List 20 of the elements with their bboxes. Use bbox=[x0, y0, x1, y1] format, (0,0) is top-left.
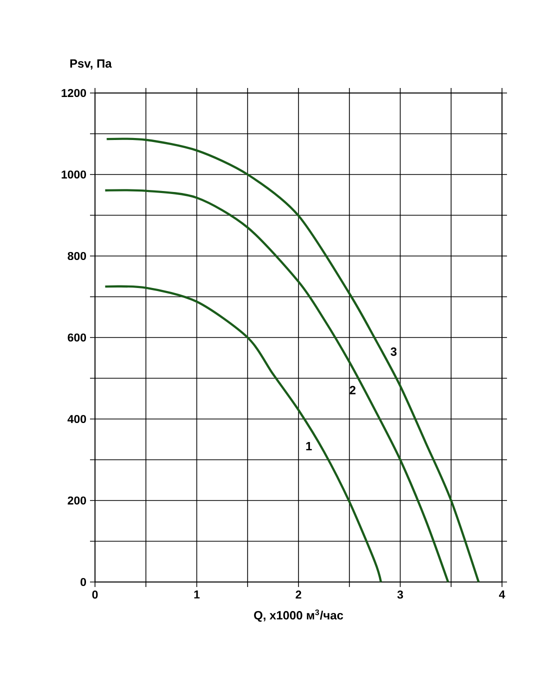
x-tick-label: 2 bbox=[296, 590, 302, 599]
x-axis-title: Q, x1000 м$^{3}$/час bbox=[254, 609, 344, 622]
x-tick-label: 3 bbox=[397, 590, 404, 599]
y-tick-label: 600 bbox=[68, 333, 86, 342]
line-series bbox=[104, 285, 382, 584]
series-label: 1 bbox=[306, 442, 312, 450]
y-tick-label: 800 bbox=[68, 252, 86, 260]
y-tick-label: 1200 bbox=[62, 88, 86, 98]
x-tick-label: 0 bbox=[92, 590, 98, 599]
x-tick-label: 1 bbox=[194, 590, 200, 598]
x-tick-label: 4 bbox=[498, 590, 506, 598]
line-series bbox=[106, 138, 480, 584]
y-tick-label: 1000 bbox=[62, 170, 86, 179]
y-tick-label: 0 bbox=[80, 578, 86, 586]
line-series bbox=[104, 189, 450, 584]
series-label: 2 bbox=[350, 386, 356, 394]
y-tick-label: 200 bbox=[68, 496, 86, 505]
y-tick-label: 400 bbox=[68, 414, 86, 424]
y-axis-title: Psv, Па bbox=[70, 59, 112, 70]
series-label: 3 bbox=[390, 347, 397, 356]
